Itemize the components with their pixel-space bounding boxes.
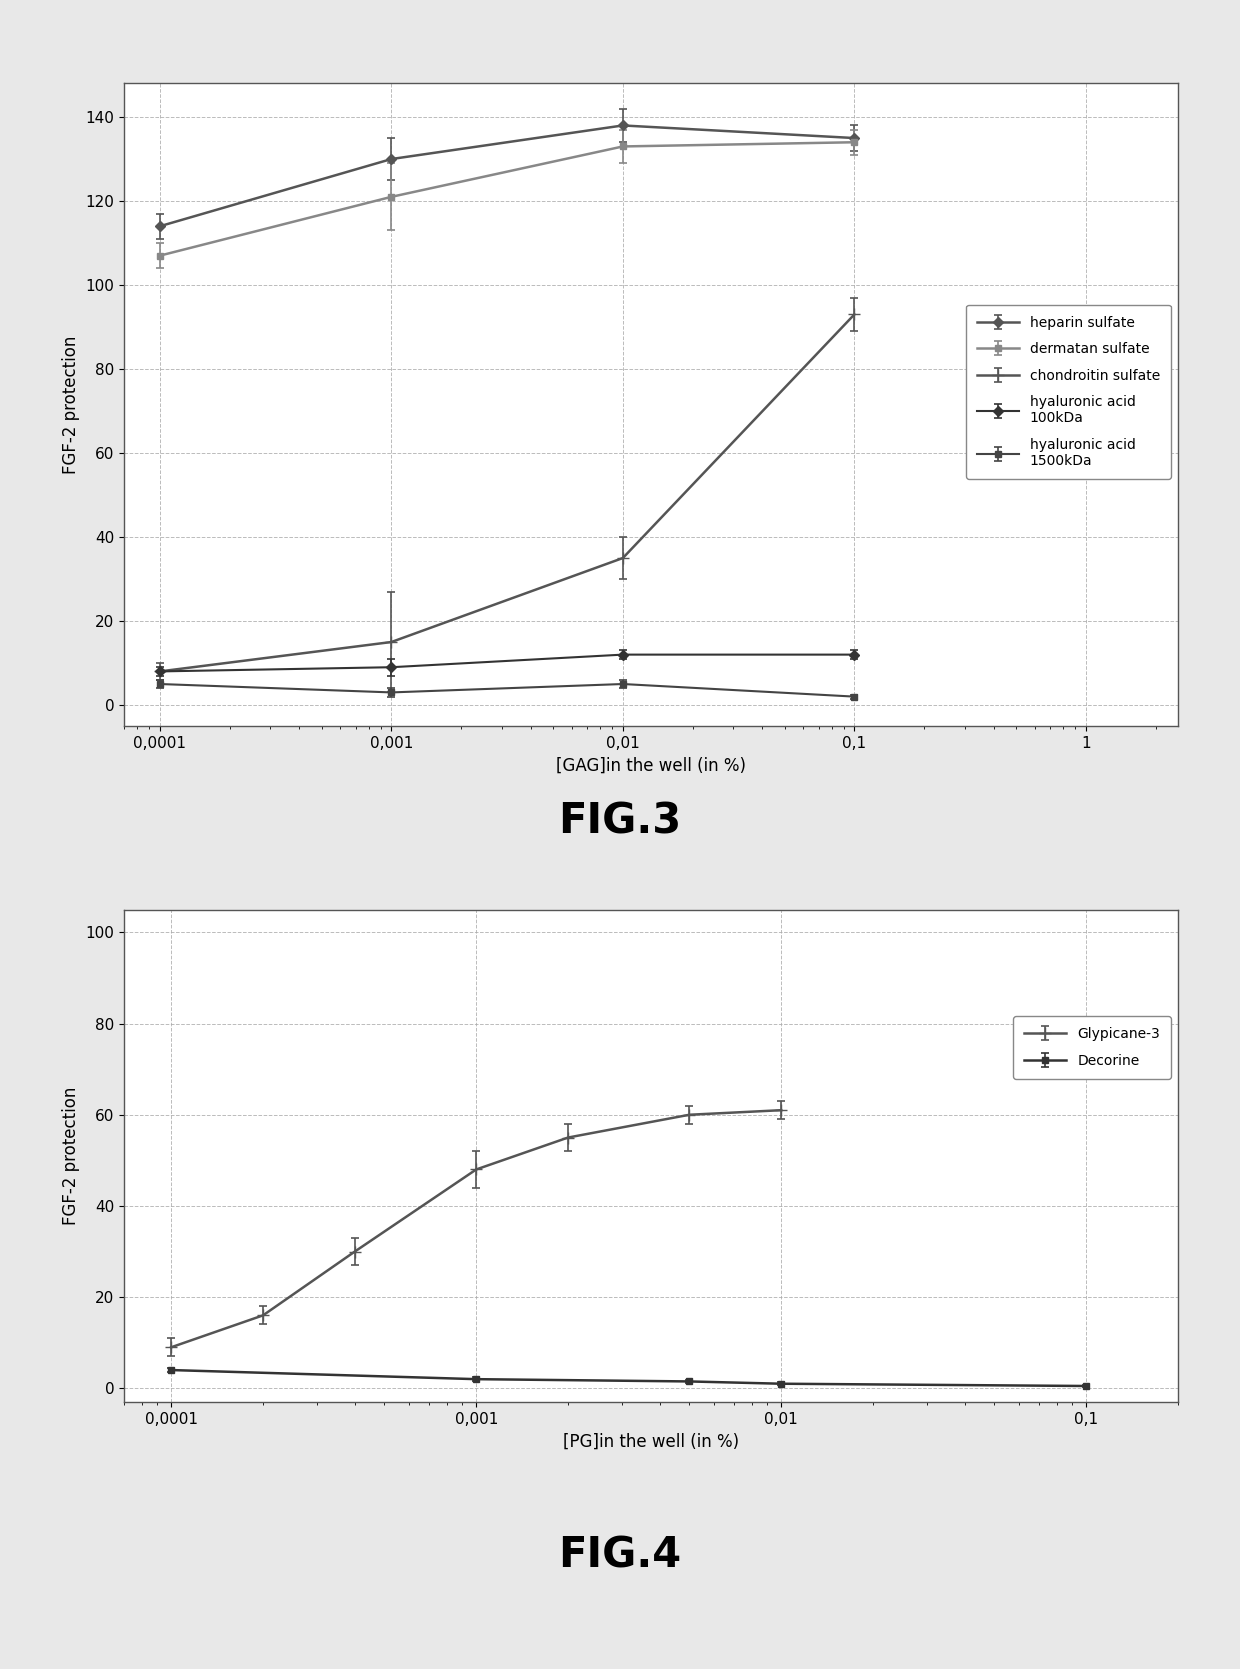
X-axis label: [PG]in the well (in %): [PG]in the well (in %) <box>563 1432 739 1450</box>
Legend: Glypicane-3, Decorine: Glypicane-3, Decorine <box>1013 1016 1171 1078</box>
Y-axis label: FGF-2 protection: FGF-2 protection <box>62 335 79 474</box>
Legend: heparin sulfate, dermatan sulfate, chondroitin sulfate, hyaluronic acid
100kDa, : heparin sulfate, dermatan sulfate, chond… <box>966 304 1171 479</box>
Text: FIG.3: FIG.3 <box>558 799 682 843</box>
Y-axis label: FGF-2 protection: FGF-2 protection <box>62 1087 79 1225</box>
Text: FIG.4: FIG.4 <box>558 1534 682 1577</box>
X-axis label: [GAG]in the well (in %): [GAG]in the well (in %) <box>556 756 746 774</box>
